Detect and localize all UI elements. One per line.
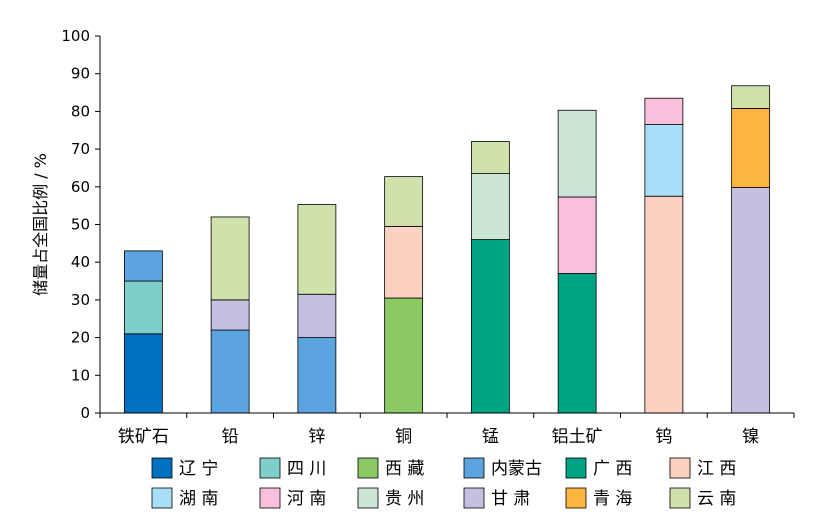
- axes-layer: 0 10 20 30 40 50 60 70 80 90 100 铁矿石 铅 锌 铜 锰 铝土矿 钨 镍 储量占全国比…: [31, 27, 795, 447]
- bar-segment-0-3: [123, 250, 163, 282]
- legend-label-8: 贵 州: [385, 489, 424, 509]
- bar-segment-4-8: [470, 173, 510, 240]
- y-tick-label-6: 60: [71, 178, 90, 196]
- legend: 辽 宁 四 川 西 藏 内蒙古 广 西 江 西湖 南 河 南 贵 州 甘 肃 青 海 云 南: [151, 457, 736, 509]
- bar-segment-2-11: [297, 204, 337, 295]
- y-tick-label-5: 50: [71, 216, 90, 234]
- bar-segment-4-4: [470, 239, 510, 414]
- bar-segment-2-9: [297, 293, 337, 338]
- legend-swatch-6: [151, 487, 173, 509]
- y-tick-label-9: 90: [71, 65, 90, 83]
- bar-segment-7-10: [731, 107, 771, 188]
- y-tick-label-0: 0: [80, 404, 90, 422]
- bar-segment-0-0: [123, 333, 163, 414]
- legend-label-10: 青 海: [593, 489, 632, 509]
- legend-swatch-1: [259, 457, 281, 479]
- legend-swatch-4: [565, 457, 587, 479]
- legend-label-2: 西 藏: [385, 459, 424, 479]
- legend-label-3: 内蒙古: [491, 459, 542, 479]
- bar-segment-4-11: [470, 141, 510, 175]
- category-label-1: 铅: [222, 427, 239, 447]
- legend-swatch-2: [357, 457, 379, 479]
- y-axis-title: 储量占全国比例 / %: [31, 153, 50, 296]
- bar-segment-7-9: [731, 187, 771, 414]
- y-tick-label-10: 100: [61, 27, 90, 45]
- legend-swatch-5: [669, 457, 691, 479]
- y-tick-label-4: 40: [71, 253, 90, 271]
- bar-segment-3-2: [384, 297, 424, 414]
- bar-segment-3-11: [384, 176, 424, 227]
- bar-segment-7-11: [731, 85, 771, 109]
- y-tick-label-8: 80: [71, 102, 90, 120]
- y-tick-label-7: 70: [71, 140, 90, 158]
- category-label-5: 铝土矿: [552, 427, 603, 447]
- legend-label-7: 河 南: [287, 489, 326, 509]
- category-label-6: 钨: [655, 427, 672, 447]
- bar-segment-6-6: [644, 124, 684, 197]
- category-label-3: 铜: [395, 427, 412, 447]
- bar-segment-3-5: [384, 225, 424, 299]
- bar-segment-0-1: [123, 280, 163, 335]
- bar-segment-1-3: [210, 329, 250, 414]
- category-label-4: 锰: [482, 427, 499, 447]
- category-label-2: 锌: [308, 427, 325, 447]
- legend-swatch-8: [357, 487, 379, 509]
- legend-label-6: 湖 南: [179, 489, 218, 509]
- legend-label-0: 辽 宁: [179, 459, 218, 479]
- legend-swatch-10: [565, 487, 587, 509]
- bar-segment-6-7: [644, 97, 684, 125]
- bar-segment-1-11: [210, 216, 250, 301]
- bar-segment-5-4: [557, 273, 597, 414]
- legend-swatch-11: [669, 487, 691, 509]
- bar-segment-1-9: [210, 299, 250, 331]
- y-tick-label-3: 30: [71, 291, 90, 309]
- y-tick-label-1: 10: [71, 366, 90, 384]
- legend-label-4: 广 西: [593, 459, 632, 479]
- legend-swatch-0: [151, 457, 173, 479]
- category-label-7: 镍: [742, 427, 759, 447]
- bar-segment-6-5: [644, 195, 684, 414]
- legend-swatch-3: [463, 457, 485, 479]
- category-label-0: 铁矿石: [118, 427, 169, 447]
- legend-label-5: 江 西: [697, 459, 736, 479]
- bar-segment-5-8: [557, 109, 597, 198]
- legend-label-1: 四 川: [287, 459, 326, 479]
- bar-segment-5-7: [557, 196, 597, 274]
- bar-segment-2-3: [297, 337, 337, 414]
- legend-swatch-9: [463, 487, 485, 509]
- legend-label-11: 云 南: [697, 489, 736, 509]
- legend-label-9: 甘 肃: [491, 489, 530, 509]
- legend-swatch-7: [259, 487, 281, 509]
- y-tick-label-2: 20: [71, 329, 90, 347]
- bars-layer: [123, 85, 771, 414]
